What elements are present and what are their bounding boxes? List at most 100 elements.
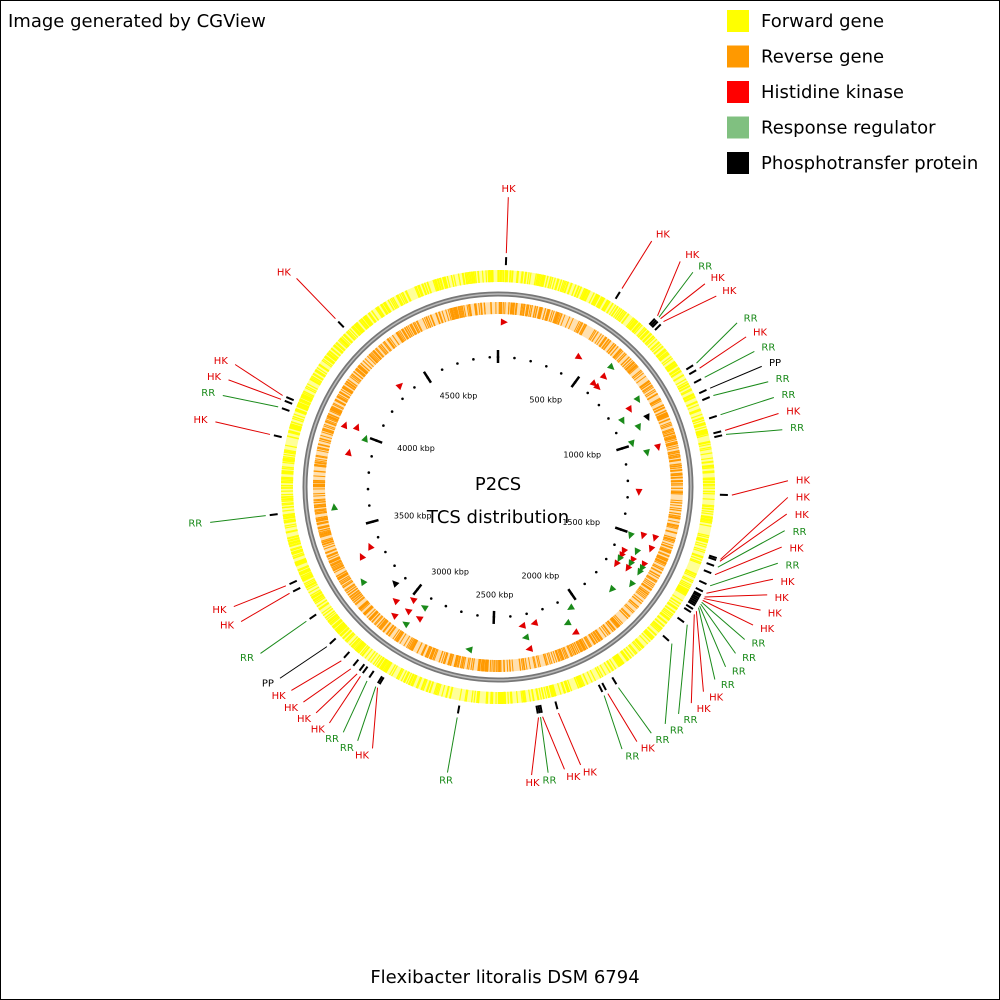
reverse-gene [355,368,366,377]
reverse-gene [669,506,682,510]
reverse-gene [566,645,573,657]
forward-gene [284,449,297,453]
feature-connector [660,283,706,320]
feature-connector [709,365,762,389]
forward-gene [516,270,520,283]
feature-tick [554,701,559,710]
forward-gene [453,274,457,287]
reverse-gene [602,339,611,351]
forward-gene [301,574,313,581]
reverse-gene [358,365,368,374]
forward-gene [318,363,330,372]
major-tick [412,583,423,596]
forward-gene [536,273,540,286]
reverse-gene [321,431,334,436]
forward-gene [700,520,713,524]
forward-gene [443,276,448,289]
reverse-gene [317,446,330,451]
forward-gene [333,344,344,353]
reverse-gene [350,591,361,600]
forward-gene [311,591,323,599]
reverse-gene [480,659,483,672]
feature-connector [215,421,271,435]
forward-gene [281,503,294,506]
forward-gene [467,271,471,285]
reverse-gene [640,382,652,391]
reverse-gene [321,429,334,435]
reverse-gene [325,548,337,555]
forward-gene [510,270,513,283]
reverse-gene [432,648,438,661]
reverse-gene [520,658,524,671]
reverse-gene [663,434,676,439]
reverse-gene [570,643,577,655]
forward-gene [327,614,339,623]
reverse-gene [670,472,683,475]
reverse-gene [659,547,672,553]
feature-label: RR [340,743,354,754]
forward-gene [682,392,695,400]
reverse-gene [461,656,465,669]
forward-gene [560,280,566,293]
forward-gene [660,611,671,620]
forward-gene [698,443,711,448]
reverse-gene [648,572,660,579]
forward-gene [509,270,512,283]
reverse-gene [660,423,672,429]
minor-tick [382,424,385,427]
forward-gene [405,290,412,302]
reverse-gene [573,642,580,654]
forward-gene [535,273,539,286]
forward-gene [510,691,513,704]
feature-connector [696,322,738,364]
reverse-gene [396,331,405,343]
forward-gene [653,345,664,355]
reverse-gene [388,337,397,348]
forward-gene [371,310,380,321]
reverse-gene [461,305,465,318]
reverse-gene [668,453,681,457]
reverse-gene [454,655,459,668]
reverse-gene [319,437,332,442]
reverse-gene [314,464,327,467]
minor-tick [583,582,586,586]
feature-tick [713,430,722,435]
reverse-gene [614,350,624,360]
reverse-gene [524,657,528,670]
reverse-gene [333,566,345,574]
forward-gene [699,448,712,452]
minor-tick [370,455,373,458]
reverse-gene [351,373,362,382]
reverse-gene [576,640,583,653]
forward-gene [327,613,338,622]
reverse-gene [643,386,654,394]
forward-gene [392,296,400,308]
minor-tick [384,550,387,554]
reverse-gene [386,624,395,636]
reverse-gene [368,353,379,364]
reverse-gene [376,617,386,628]
forward-gene [696,537,709,543]
forward-gene [614,308,623,320]
forward-gene [701,510,714,513]
feature-marker [625,404,632,413]
reverse-gene [666,443,678,447]
forward-gene [411,675,418,687]
forward-gene [702,498,715,501]
reverse-gene [435,312,441,325]
reverse-gene [466,304,470,317]
feature-connector [704,350,755,378]
reverse-gene [320,537,333,542]
feature-label: HK [220,620,235,631]
reverse-gene [633,593,644,603]
reverse-gene [372,350,382,360]
feature-marker [652,534,660,542]
forward-gene [477,270,480,283]
reverse-gene [652,563,665,570]
reverse-gene [483,302,486,315]
reverse-gene [511,659,514,672]
forward-gene [692,419,705,425]
feature-tick [273,434,282,439]
reverse-gene [589,633,597,645]
